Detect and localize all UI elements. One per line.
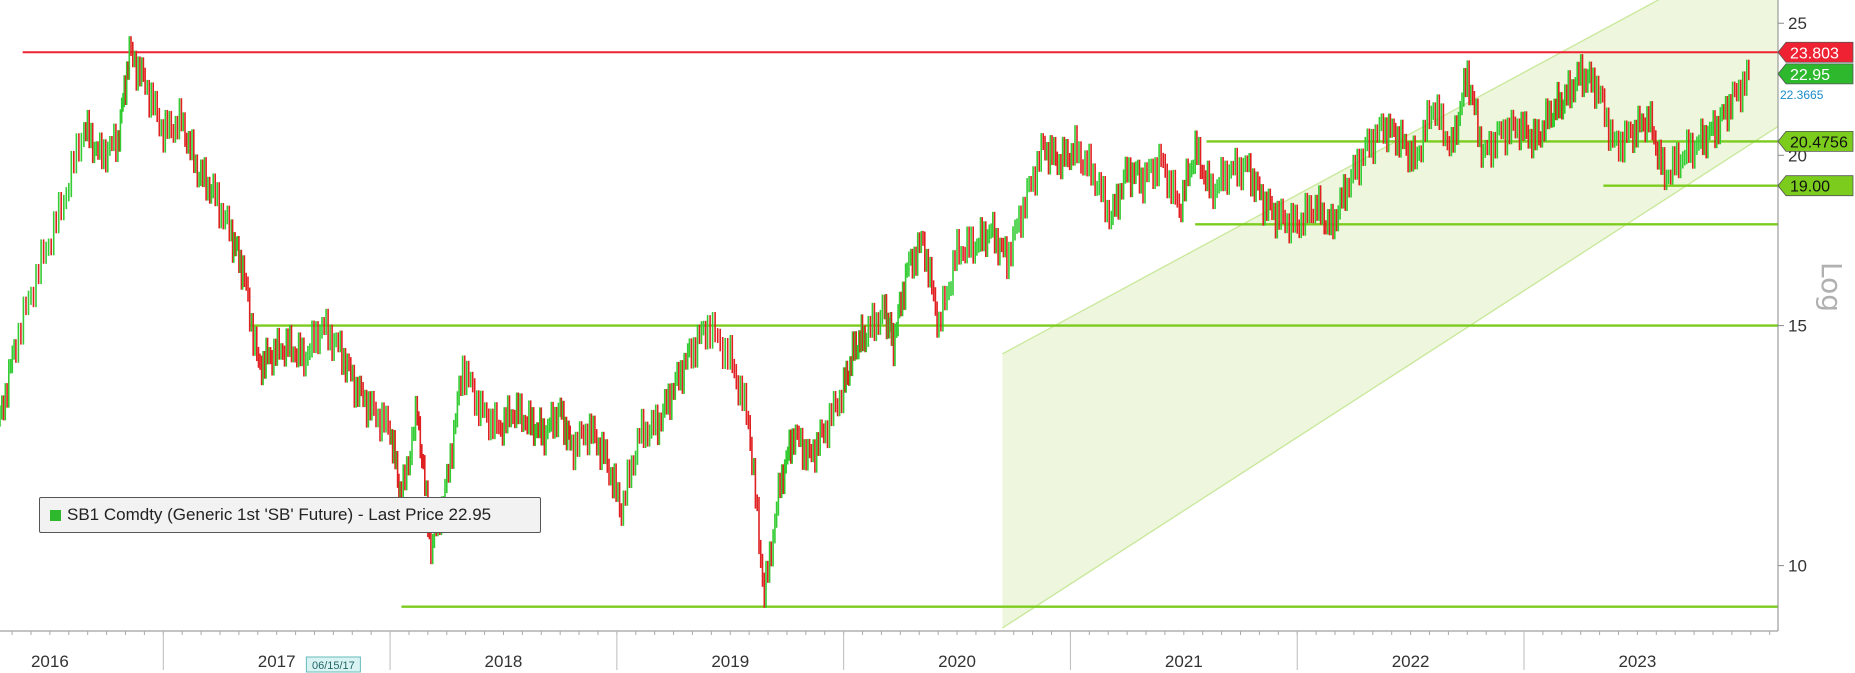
cursor-date-badge [305,656,361,673]
y-tick-label: 25 [1788,14,1807,33]
price-tag-204756-label: 20.4756 [1790,134,1848,151]
secondary-value-label: 22.3665 [1780,88,1824,102]
x-axis: 2016 2017 2018 2019 2020 2021 2022 2023 06/15/17 [0,630,1778,673]
x-tick-label: 2023 [1618,652,1656,671]
legend-swatch [50,509,61,521]
last-price-tag-label: 22.95 [1790,67,1830,84]
x-tick-label: 2022 [1392,652,1430,671]
price-tags: 23.803 22.95 20.4756 19.00 22.3665 [1777,41,1854,197]
x-tick-label: 2021 [1165,652,1203,671]
price-tag-204756-bg [1777,130,1854,152]
price-tag-23803-label: 23.803 [1790,45,1839,62]
x-tick-label: 2020 [938,652,976,671]
y-tick-label: 15 [1788,317,1807,336]
x-tick-label: 2016 [31,652,69,671]
price-tag-1900-label: 19.00 [1790,179,1830,196]
y-tick-label: 10 [1788,557,1807,576]
log-scale-label: Log [1815,262,1848,312]
legend: SB1 Comdty (Generic 1st 'SB' Future) - L… [39,497,541,533]
reference-lines [22,51,1778,608]
price-series [0,36,1750,608]
channel-fill [1002,0,1778,628]
last-price-tag-bg [1777,63,1854,85]
channel-layer [1002,0,1779,629]
price-tag-23803-bg [1777,41,1854,63]
channel-upper-line [1002,0,1660,355]
channel-lower-line [1002,125,1779,629]
price-tag-1900-bg [1777,175,1854,197]
legend-label: SB1 Comdty (Generic 1st 'SB' Future) - L… [67,505,492,524]
cursor-date-label: 06/15/17 [312,660,355,672]
x-tick-label: 2019 [711,652,749,671]
x-tick-label: 2018 [485,652,523,671]
x-tick-label: 2017 [258,652,296,671]
